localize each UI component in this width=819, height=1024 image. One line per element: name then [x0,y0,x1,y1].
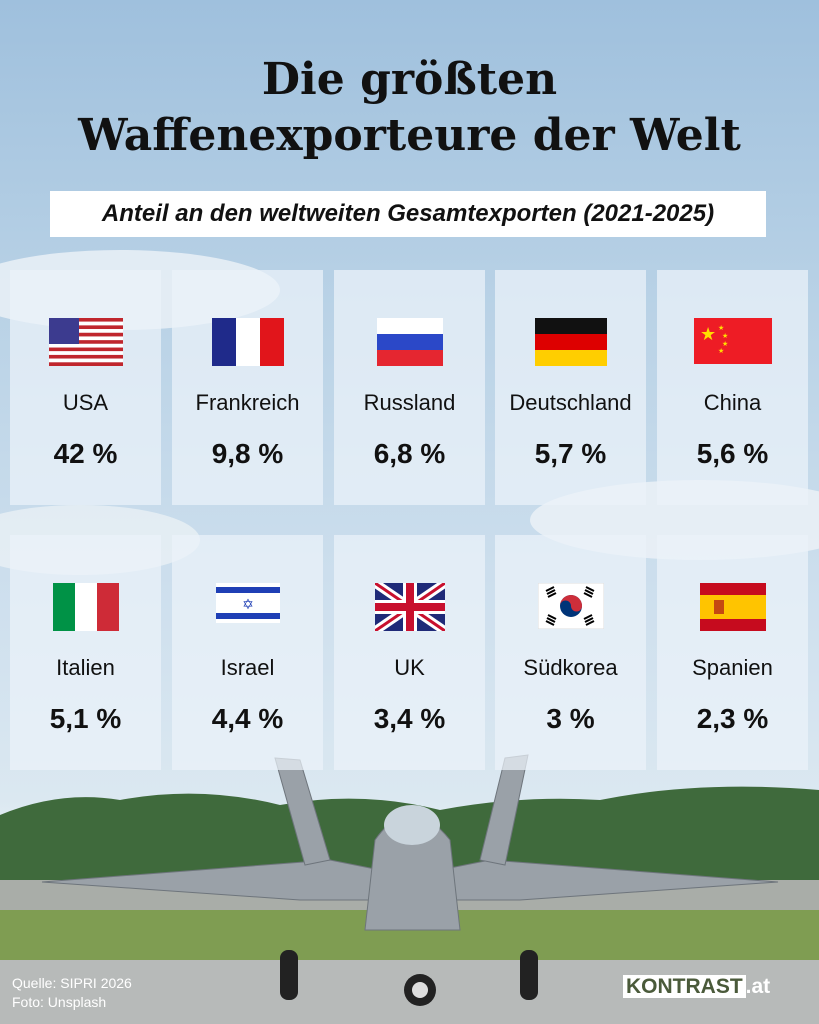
country-name: Frankreich [195,390,300,415]
country-name: Spanien [692,655,773,680]
svg-text:★: ★ [700,324,716,344]
svg-text:★: ★ [722,340,728,348]
country-card: Südkorea 3 % [495,535,646,770]
flag-germany-icon [534,318,607,366]
country-card: ★ ★ ★ ★ ★ China 5,6 % [657,270,808,505]
kontrast-logo: KONTRAST .at [623,975,770,999]
page-title: Die größten Waffenexporteure der Welt [0,52,819,164]
svg-text:★: ★ [718,324,724,332]
export-share: 6,8 % [373,438,446,469]
flag-uk-icon [374,583,445,631]
country-card: UK 3,4 % [334,535,485,770]
export-share: 9,8 % [211,438,284,469]
photo-credit: Foto: Unsplash [12,994,107,1010]
flag-south-korea-icon [537,583,604,629]
country-card: Frankreich 9,8 % [172,270,323,505]
flag-china-icon: ★ ★★★★ [693,318,772,364]
svg-text:★: ★ [718,347,724,355]
country-name: China [703,390,762,415]
svg-text:✡: ✡ [242,596,254,612]
country-name: Russland [363,390,456,415]
credits: Quelle: SIPRI 2026 Foto: Unsplash [12,974,132,1012]
country-name: Deutschland [509,390,632,415]
export-share: 3 % [546,703,595,734]
country-card: Russland 6,8 % [334,270,485,505]
flag-france-icon [211,318,284,366]
subtitle: Anteil an den weltweiten Gesamtexporten … [50,191,766,237]
country-name: Italien [56,655,115,680]
country-name: UK [394,655,425,680]
flag-italy-icon [52,583,119,631]
country-card: Italien 5,1 % [10,535,161,770]
export-share: 5,7 % [534,438,607,469]
flag-spain-icon [699,583,766,631]
country-card: USA 42 % [10,270,161,505]
export-share: 3,4 % [373,703,446,734]
flag-israel-icon: ✡ [215,583,280,623]
country-name: USA [62,390,109,415]
logo-suffix: .at [745,975,771,998]
flag-usa-icon [48,318,123,366]
country-name: Israel [220,655,275,680]
title-line-1: Die größten [261,54,558,105]
export-share: 5,1 % [49,703,122,734]
country-card: Deutschland 5,7 % [495,270,646,505]
export-share: 42 % [53,438,118,469]
export-share: 4,4 % [211,703,284,734]
svg-text:★: ★ [722,332,728,340]
title-line-2: Waffenexporteure der Welt [78,110,741,161]
source-text: Quelle: SIPRI 2026 [12,975,132,991]
export-share: 5,6 % [696,438,769,469]
country-card: Spanien 2,3 % [657,535,808,770]
flag-russia-icon [376,318,443,366]
export-share: 2,3 % [696,703,769,734]
logo-brand: KONTRAST [623,975,746,998]
country-card: ✡ Israel 4,4 % [172,535,323,770]
country-name: Südkorea [523,655,618,680]
